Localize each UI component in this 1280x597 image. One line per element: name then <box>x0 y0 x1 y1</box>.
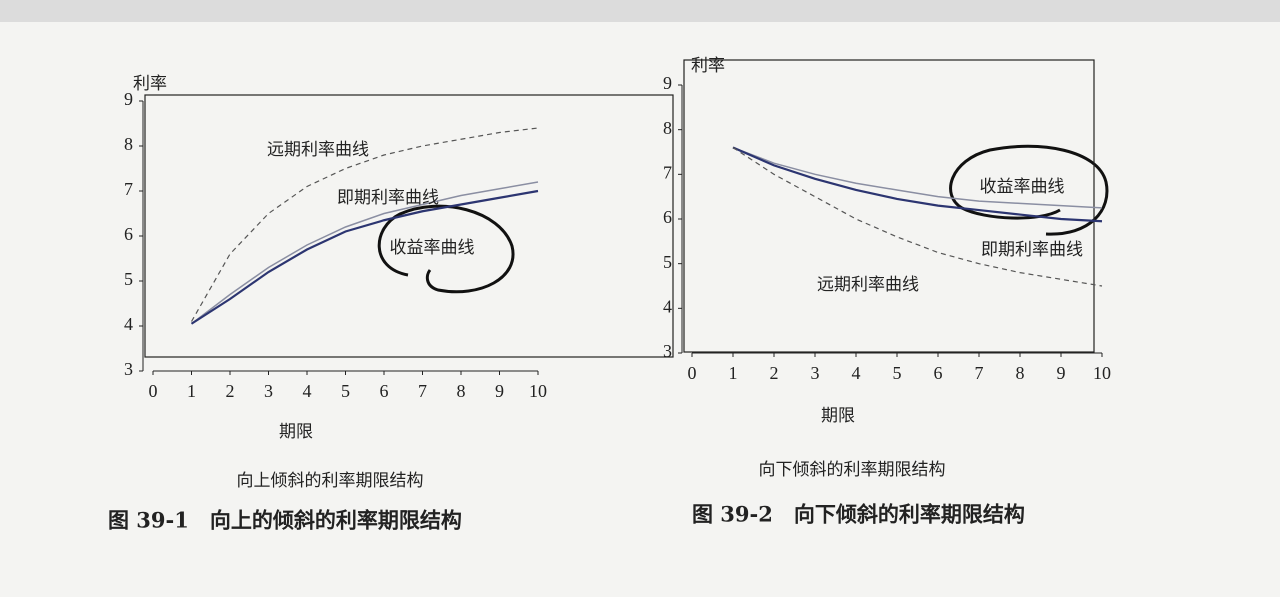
x-tick-label: 2 <box>770 363 779 383</box>
y-tick-label: 7 <box>663 162 672 182</box>
x-tick-label: 8 <box>457 381 466 401</box>
y-tick-label: 4 <box>663 296 672 316</box>
x-tick-label: 0 <box>149 381 158 401</box>
x-tick-label: 6 <box>934 363 943 383</box>
y-tick-label: 8 <box>663 118 672 138</box>
chart-subtitle: 向上倾斜的利率期限结构 <box>237 471 424 491</box>
y-tick-label: 3 <box>124 359 133 379</box>
x-axis-label: 期限 <box>279 422 313 442</box>
y-tick-label: 7 <box>124 179 133 199</box>
series-line <box>190 127 539 322</box>
series-label: 即期利率曲线 <box>337 188 439 208</box>
x-tick-label: 9 <box>495 381 504 401</box>
series-line <box>732 146 1103 223</box>
x-tick-label: 5 <box>341 381 350 401</box>
plot-frame <box>144 94 674 358</box>
series-line <box>191 181 539 325</box>
x-axis-label: 期限 <box>821 406 855 426</box>
plot-frame <box>683 59 1095 353</box>
x-tick-label: 3 <box>264 381 273 401</box>
series-label: 即期利率曲线 <box>981 240 1083 260</box>
series-label: 远期利率曲线 <box>817 275 919 295</box>
series-line <box>732 146 1103 209</box>
x-tick-label: 7 <box>418 381 427 401</box>
x-tick-label: 4 <box>303 381 312 401</box>
y-tick-label: 9 <box>124 89 133 109</box>
y-tick-label: 6 <box>124 224 133 244</box>
x-tick-label: 6 <box>380 381 389 401</box>
x-tick-label: 5 <box>893 363 902 383</box>
x-tick-label: 3 <box>811 363 820 383</box>
series-label: 收益率曲线 <box>390 238 475 258</box>
y-tick-label: 5 <box>124 269 133 289</box>
x-tick-label: 1 <box>187 381 196 401</box>
y-axis-label: 利率 <box>691 56 725 76</box>
y-tick-label: 3 <box>663 341 672 361</box>
hand-drawn-circle <box>949 144 1109 236</box>
x-tick-label: 10 <box>529 381 547 401</box>
figure-caption: 图 39-2 向下倾斜的利率期限结构 <box>692 502 1025 527</box>
series-line <box>190 189 539 325</box>
y-axis-label: 利率 <box>133 74 167 94</box>
y-tick-label: 9 <box>663 73 672 93</box>
series-label: 收益率曲线 <box>980 177 1065 197</box>
figure-caption: 图 39-1 向上的倾斜的利率期限结构 <box>108 508 462 533</box>
page-shadow <box>0 0 1280 22</box>
x-tick-label: 7 <box>975 363 984 383</box>
x-tick-label: 0 <box>688 363 697 383</box>
chart-subtitle: 向下倾斜的利率期限结构 <box>759 460 946 480</box>
x-tick-label: 8 <box>1016 363 1025 383</box>
series-label: 远期利率曲线 <box>267 140 369 160</box>
y-tick-label: 8 <box>124 134 133 154</box>
hand-drawn-circle <box>377 204 515 294</box>
x-tick-label: 2 <box>226 381 235 401</box>
x-tick-label: 9 <box>1057 363 1066 383</box>
series-line <box>732 147 1103 287</box>
x-tick-label: 1 <box>729 363 738 383</box>
y-tick-label: 5 <box>663 252 672 272</box>
y-tick-label: 4 <box>124 314 133 334</box>
x-tick-label: 4 <box>852 363 861 383</box>
y-tick-label: 6 <box>663 207 672 227</box>
x-tick-label: 10 <box>1093 363 1111 383</box>
